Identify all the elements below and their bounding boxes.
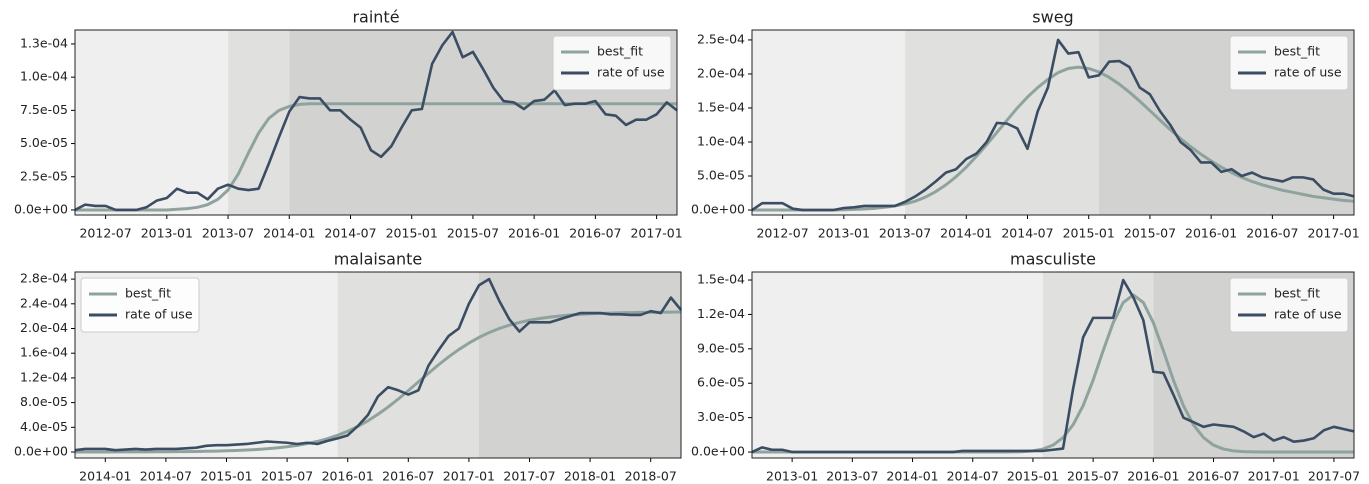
phase-span <box>228 30 290 215</box>
x-tick-label: 2016-07 <box>1246 226 1298 241</box>
x-tick-label: 2017-01 <box>1248 469 1300 484</box>
y-tick-label: 1.3e-04 <box>20 35 68 50</box>
plot-frame <box>751 29 1355 216</box>
x-tick-label: 2017-01 <box>630 226 682 241</box>
x-tick-label: 2014-07 <box>947 469 999 484</box>
x-tick-label: 2018-01 <box>564 469 616 484</box>
x-tick-label: 2016-07 <box>569 226 621 241</box>
series-line <box>751 38 1355 212</box>
chart-title: masculiste <box>1010 250 1096 269</box>
x-tick-label: 2016-01 <box>1127 469 1179 484</box>
y-tick-label: 5.0e-05 <box>20 135 68 150</box>
series-line <box>752 65 1355 212</box>
y-tick-label: 0.0e+00 <box>691 444 745 459</box>
plot-frame <box>74 29 678 216</box>
x-tick-label: 2014-01 <box>940 226 992 241</box>
phase-span <box>479 272 681 458</box>
plot-frame <box>751 271 1355 459</box>
x-tick-label: 2013-07 <box>202 226 254 241</box>
y-tick-label: 1.2e-04 <box>697 306 745 321</box>
x-tick-label: 2016-01 <box>508 226 560 241</box>
x-tick-label: 2014-01 <box>263 226 315 241</box>
x-tick-label: 2015-07 <box>1124 226 1176 241</box>
y-tick-label: 2.4e-04 <box>20 295 68 310</box>
x-tick-label: 2014-01 <box>79 469 131 484</box>
x-tick-label: 2014-07 <box>1001 226 1053 241</box>
phase-span <box>337 272 479 458</box>
y-tick-label: 0.0e+00 <box>691 202 745 217</box>
x-tick-label: 2017-07 <box>503 469 555 484</box>
chart-title: rainté <box>352 8 399 27</box>
y-tick-label: 6.0e-05 <box>697 375 745 390</box>
x-tick-label: 2017-07 <box>1308 469 1360 484</box>
y-tick-label: 7.5e-05 <box>20 102 68 117</box>
legend-label: rate of use <box>597 65 665 80</box>
series-line <box>751 278 1355 454</box>
x-tick-label: 2012-07 <box>756 226 808 241</box>
x-tick-label: 2015-01 <box>200 469 252 484</box>
x-tick-label: 2012-07 <box>79 226 131 241</box>
x-tick-label: 2016-07 <box>1187 469 1239 484</box>
x-tick-label: 2015-07 <box>1067 469 1119 484</box>
legend-box <box>1229 35 1349 91</box>
y-tick-label: 1.0e-04 <box>20 69 68 84</box>
series-line <box>74 30 678 212</box>
x-tick-label: 2013-07 <box>879 226 931 241</box>
legend-label: rate of use <box>125 307 193 322</box>
y-tick-label: 2.0e-04 <box>20 320 68 335</box>
x-tick-label: 2015-01 <box>1063 226 1115 241</box>
legend-label: best_fit <box>125 286 171 301</box>
y-tick-label: 1.2e-04 <box>20 369 68 384</box>
series-line <box>74 277 683 452</box>
x-tick-label: 2016-01 <box>1185 226 1237 241</box>
y-tick-label: 0.0e+00 <box>14 444 68 459</box>
x-tick-label: 2015-01 <box>386 226 438 241</box>
x-tick-label: 2014-07 <box>324 226 376 241</box>
legend-label: best_fit <box>1274 44 1320 59</box>
legend-box <box>552 35 672 91</box>
phase-span <box>752 272 1043 458</box>
x-tick-label: 2016-01 <box>322 469 374 484</box>
phase-span <box>75 30 229 215</box>
x-tick-label: 2013-01 <box>818 226 870 241</box>
x-tick-label: 2014-01 <box>886 469 938 484</box>
y-tick-label: 2.5e-04 <box>697 31 745 46</box>
y-tick-label: 1.5e-04 <box>697 99 745 114</box>
y-tick-label: 2.8e-04 <box>20 271 68 286</box>
x-tick-label: 2013-07 <box>826 469 878 484</box>
legend-label: best_fit <box>597 44 643 59</box>
y-tick-label: 1.5e-04 <box>697 272 745 287</box>
legend-label: rate of use <box>1274 65 1342 80</box>
x-tick-label: 2013-01 <box>141 226 193 241</box>
x-tick-label: 2014-07 <box>140 469 192 484</box>
y-tick-label: 9.0e-05 <box>697 340 745 355</box>
y-tick-label: 1.6e-04 <box>20 345 68 360</box>
x-tick-label: 2015-07 <box>261 469 313 484</box>
y-tick-label: 8.0e-05 <box>20 394 68 409</box>
x-tick-label: 2016-07 <box>382 469 434 484</box>
x-tick-label: 2015-01 <box>1007 469 1059 484</box>
legend-label: best_fit <box>1274 286 1320 301</box>
legend-box <box>1229 277 1349 333</box>
chart-title: sweg <box>1032 8 1073 27</box>
y-tick-label: 5.0e-05 <box>697 168 745 183</box>
x-tick-label: 2018-07 <box>625 469 677 484</box>
y-tick-label: 2.0e-04 <box>697 65 745 80</box>
y-tick-label: 2.5e-05 <box>20 168 68 183</box>
y-tick-label: 4.0e-05 <box>20 419 68 434</box>
x-tick-label: 2017-01 <box>443 469 495 484</box>
y-tick-label: 3.0e-05 <box>697 409 745 424</box>
y-tick-label: 0.0e+00 <box>14 201 68 216</box>
x-tick-label: 2015-07 <box>447 226 499 241</box>
x-tick-label: 2013-01 <box>766 469 818 484</box>
chart-title: malaisante <box>334 250 422 269</box>
legend-box <box>80 277 200 333</box>
y-tick-label: 1.0e-04 <box>697 133 745 148</box>
phase-span <box>752 30 906 215</box>
plot-frame <box>74 271 682 459</box>
x-tick-label: 2017-01 <box>1307 226 1359 241</box>
legend-label: rate of use <box>1274 307 1342 322</box>
